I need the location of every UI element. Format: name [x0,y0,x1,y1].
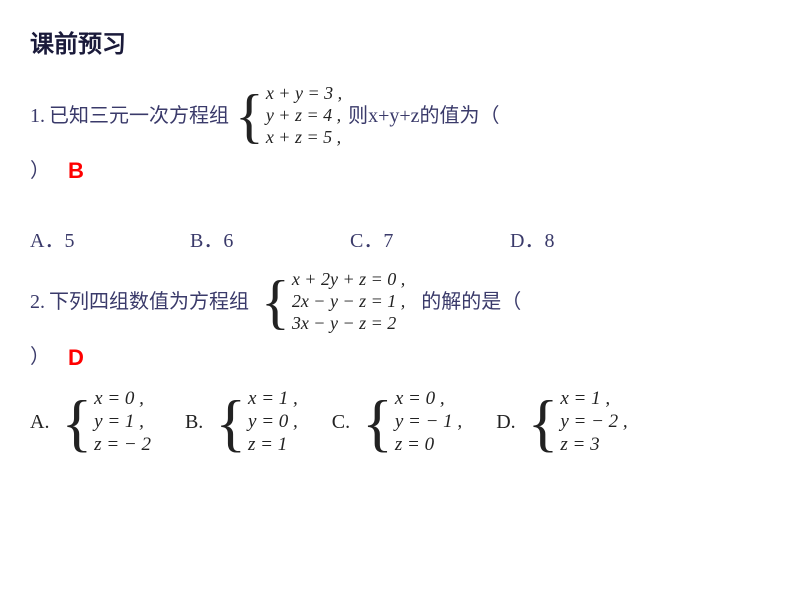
q2-opt-d-label: D. [496,411,515,434]
q2c-2: y = − 1 , [395,411,462,434]
q2-text-after: 的解的是（ [421,283,521,321]
q2-opt-b-label: B. [185,411,203,434]
q2-close-paren: ） [30,338,50,376]
q2-opt-c-label: C. [332,411,350,434]
q2a-3: z = − 2 [94,434,151,457]
q1-equation-system: { x + y = 3 , y + z = 4 , x + z = 5 , [229,81,348,150]
q2d-1: x = 1 , [560,388,627,411]
q1-opt-d: D．8 [510,224,670,253]
q1-close-paren: ） [30,152,50,190]
q1-opt-b: B．6 [190,224,350,253]
q2-options: A. { x = 0 , y = 1 , z = − 2 B. { x = 1 … [30,386,770,459]
q2-opt-d-system: { x = 1 , y = − 2 , z = 3 [522,386,634,459]
section-title: 课前预习 [30,24,770,59]
q1-eq2: y + z = 4 , [266,105,342,127]
q2-equation-system: { x + 2y + z = 0 , 2x − y − z = 1 , 3x −… [255,267,411,336]
q2-text-before: 下列四组数值为方程组 [49,283,249,321]
q2-opt-a-label: A. [30,411,49,434]
q2-opt-c-system: { x = 0 , y = − 1 , z = 0 [356,386,468,459]
q2a-1: x = 0 , [94,388,151,411]
q2-eq2: 2x − y − z = 1 , [292,291,405,313]
q2-opt-a-system: { x = 0 , y = 1 , z = − 2 [55,386,157,459]
q2d-2: y = − 2 , [560,411,627,434]
q2-eq1: x + 2y + z = 0 , [292,269,405,291]
q2-eq3: 3x − y − z = 2 [292,313,405,335]
q2b-2: y = 0 , [248,411,298,434]
question-2: 2. 下列四组数值为方程组 { x + 2y + z = 0 , 2x − y … [30,267,770,378]
q1-text-before: 已知三元一次方程组 [49,97,229,135]
q1-number: 1. [30,97,45,135]
q2-opt-b-system: { x = 1 , y = 0 , z = 1 [209,386,303,459]
q1-eq3: x + z = 5 , [266,127,342,149]
question-1: 1. 已知三元一次方程组 { x + y = 3 , y + z = 4 , x… [30,81,770,192]
q2a-2: y = 1 , [94,411,151,434]
q2b-3: z = 1 [248,434,298,457]
q1-eq1: x + y = 3 , [266,83,342,105]
q1-opt-a: A．5 [30,224,190,253]
q2c-1: x = 0 , [395,388,462,411]
q1-opt-c: C．7 [350,224,510,253]
q2-number: 2. [30,283,45,321]
q2c-3: z = 0 [395,434,462,457]
q1-options: A．5 B．6 C．7 D．8 [30,224,770,253]
q2b-1: x = 1 , [248,388,298,411]
q2d-3: z = 3 [560,434,627,457]
q1-text-after: 则x+y+z的值为（ [348,97,499,135]
q2-answer: D [68,337,84,379]
q1-answer: B [68,150,84,192]
